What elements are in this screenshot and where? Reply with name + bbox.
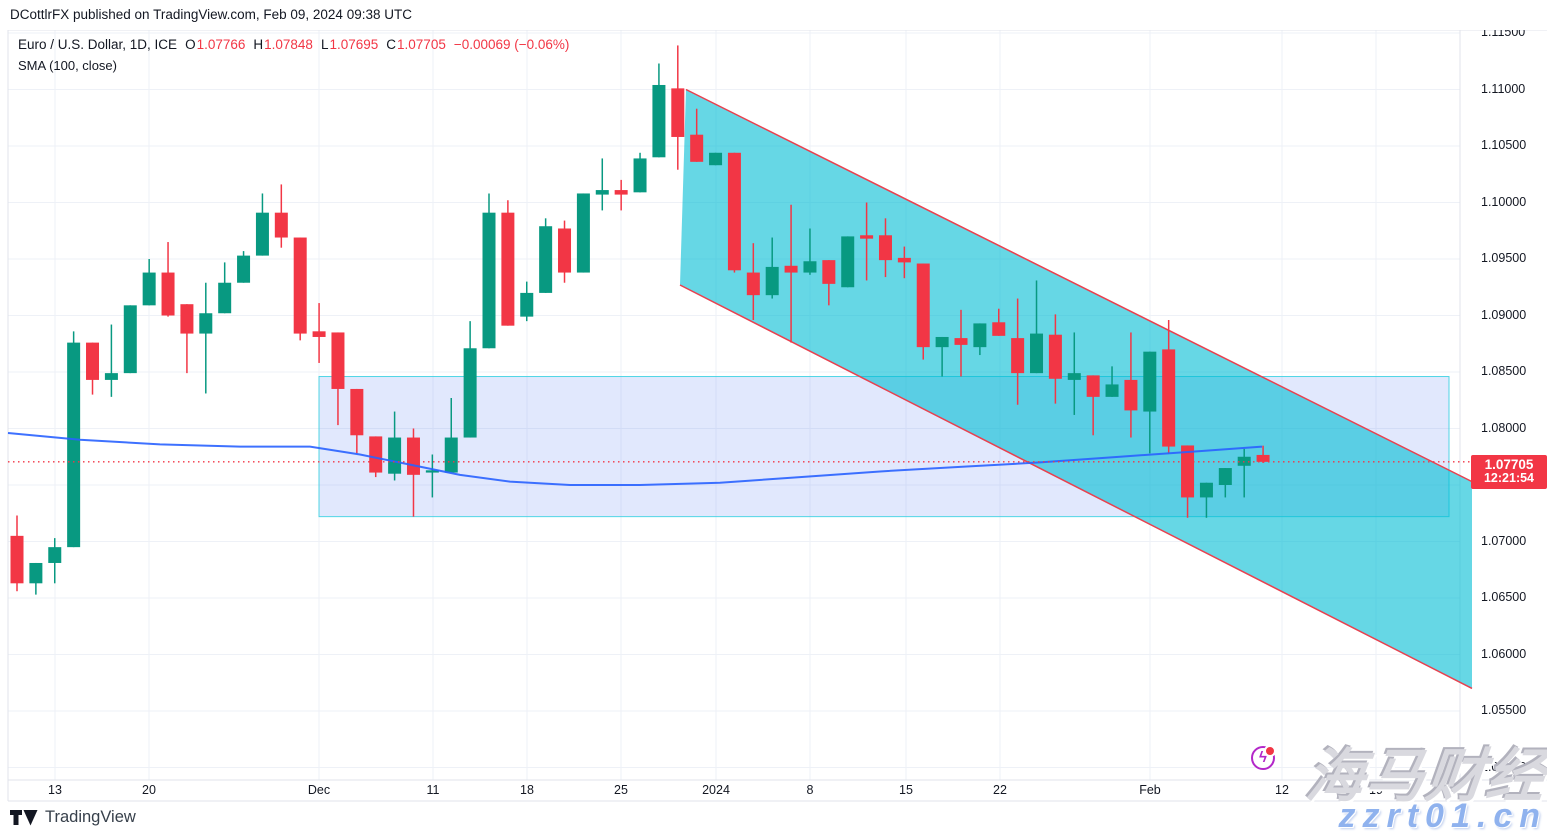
countdown-timer: 12:21:54 [1483,471,1535,485]
tradingview-logo-icon [10,810,38,826]
pane-borders [7,29,1547,802]
legend: Euro / U.S. Dollar, 1D, ICE O1.07766 H1.07… [18,37,569,73]
price-axis-label: 1.11000 [1481,81,1526,96]
price-axis-label: 1.06000 [1481,646,1527,661]
footer-brand[interactable]: TradingView [10,808,136,827]
time-axis-label: 8 [806,783,814,797]
change-value: −0.00069 (−0.06%) [453,37,570,52]
price-axis-label: 1.05500 [1481,703,1527,717]
sma-line [7,432,1263,486]
time-axis-label: 2024 [702,783,730,797]
price-axis-label: 1.09500 [1481,251,1527,265]
low-label: L [320,37,329,52]
descending-channel-drawing [679,88,1473,690]
lightning-icon: ϟ [1259,749,1267,766]
price-axis-label: 1.06500 [1481,590,1527,604]
time-axis-label: 15 [899,783,913,797]
tradingview-brand-text: TradingView [45,808,136,826]
time-axis-label: Dec [307,783,331,797]
time-axis-label: 18 [520,783,534,797]
legend-symbol-row[interactable]: Euro / U.S. Dollar, 1D, ICE O1.07766 H1.07… [18,37,569,52]
indicator-label[interactable]: SMA (100, close) [18,58,117,73]
price-axis-label: 1.10500 [1481,138,1527,152]
time-axis-label: 12 [1275,783,1289,797]
price-axis-label: 1.07000 [1481,533,1527,548]
time-axis-label: 22 [993,783,1007,797]
time-axis-label: 19 [1369,783,1383,797]
price-axis-label: 1.08500 [1481,364,1527,378]
time-axis-label: 20 [142,783,156,797]
notification-dot [1264,745,1276,757]
time-axis-label: 11 [426,783,440,797]
price-axis-label: 1.05000 [1481,759,1527,774]
candles-layer [10,45,1270,595]
low-value: 1.07695 [329,37,379,52]
close-label: C [386,37,397,52]
open-label: O [185,37,196,52]
publisher-text: DCottlrFX published on TradingView.com, … [10,7,412,22]
time-axis-label: 13 [48,783,62,797]
current-price-label: 1.07705 12:21:54 [1471,455,1547,489]
time-axis-label: 25 [614,783,628,797]
symbol-title: Euro / U.S. Dollar, 1D, ICE [18,37,178,52]
flash-ideas-button[interactable]: ϟ [1251,745,1276,770]
publisher-bar: DCottlrFX published on TradingView.com, … [0,0,1547,30]
price-axis-label: 1.09000 [1481,307,1527,322]
current-price-value: 1.07705 [1484,457,1534,472]
watermark-url: zzrt01.cn [1338,797,1547,835]
close-value: 1.07705 [397,37,446,52]
high-label: H [253,37,264,52]
high-value: 1.07848 [264,37,313,52]
price-axis-label: 1.08000 [1481,420,1527,435]
time-axis-label: Feb [1139,783,1161,797]
open-value: 1.07766 [196,37,246,52]
price-axis-label: 1.10000 [1481,194,1527,209]
